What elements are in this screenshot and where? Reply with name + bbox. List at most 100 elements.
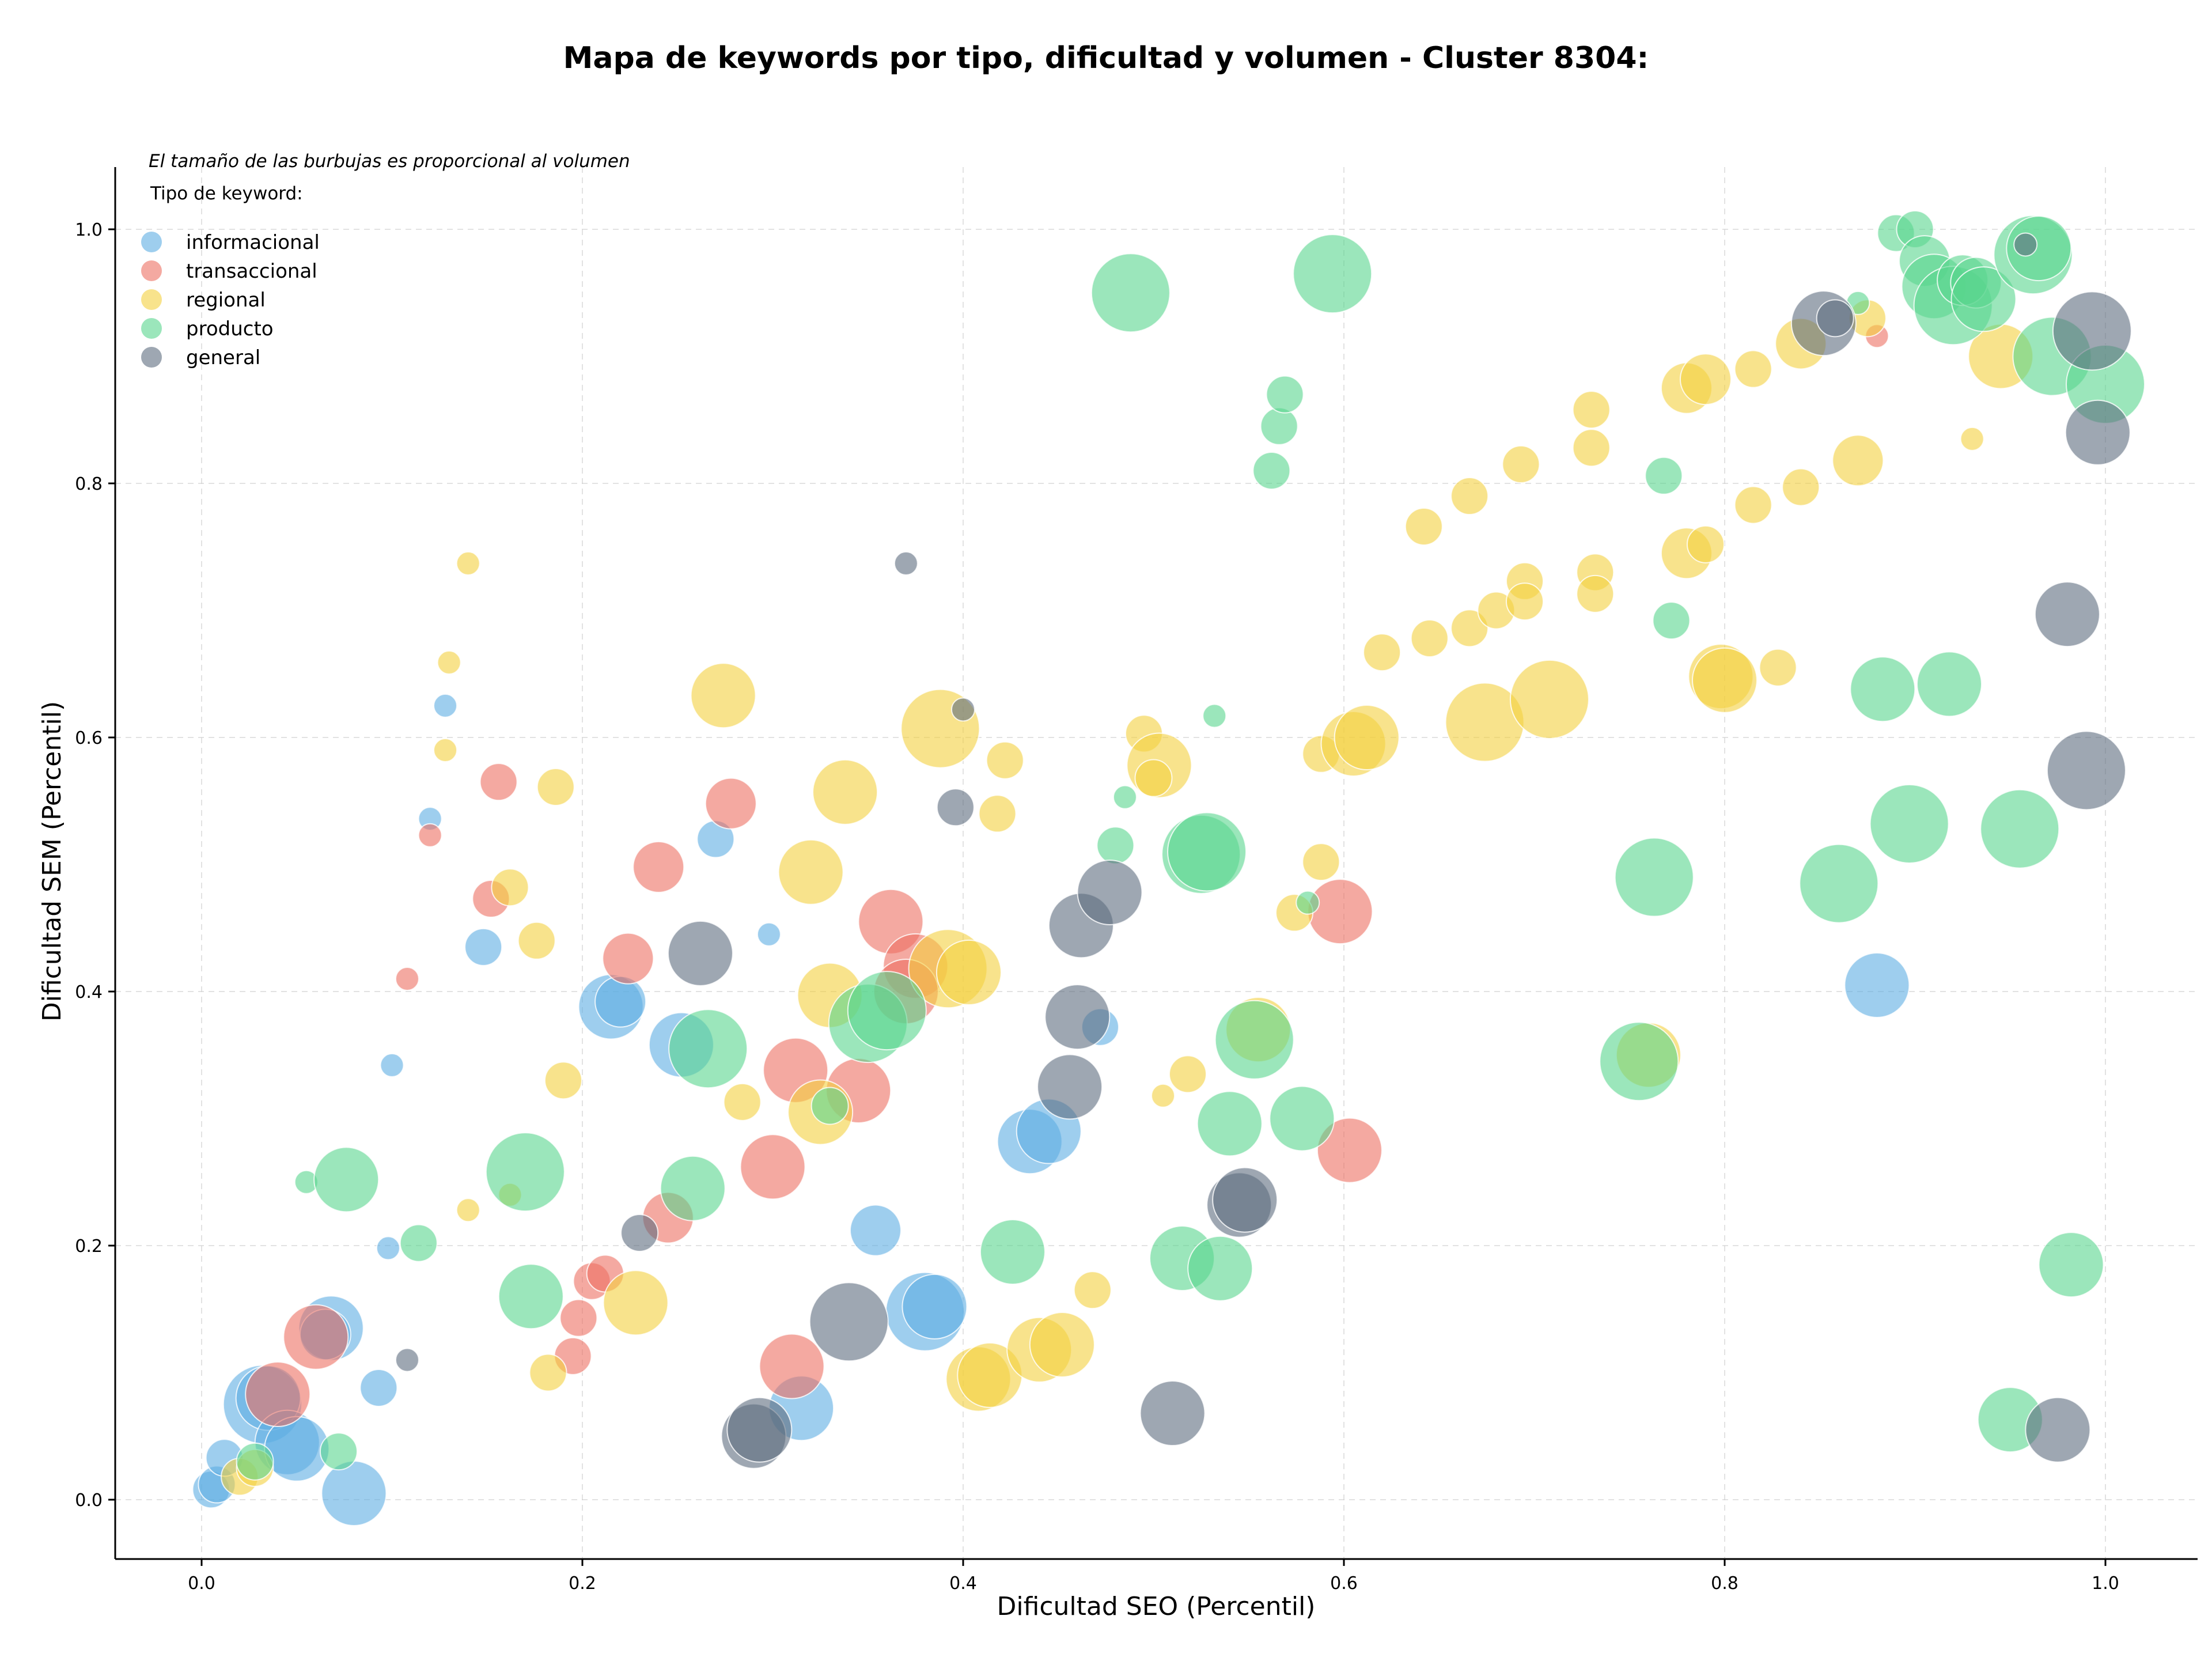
bubble-transaccional (559, 1299, 598, 1337)
bubble-regional (1363, 633, 1402, 672)
bubble-regional (1832, 434, 1884, 487)
bubble-producto (660, 1155, 726, 1221)
bubble-producto (1090, 253, 1171, 333)
bubble-regional (1134, 759, 1173, 797)
legend-entries: informacional transaccional regional produc… (141, 231, 320, 369)
bubble-regional (1759, 648, 1797, 687)
x-tick-label: 1.0 (2092, 1573, 2119, 1594)
bubble-regional (1505, 582, 1544, 621)
bubble-producto (1799, 843, 1879, 924)
bubble-producto (1950, 266, 2017, 332)
bubble-transaccional (602, 932, 654, 985)
bubble-regional (491, 868, 529, 907)
bubble-regional (812, 759, 878, 825)
bubble-informacional (594, 975, 647, 1028)
bubble-transaccional (740, 1134, 806, 1200)
bubble-producto (810, 1087, 849, 1125)
bubble-producto (313, 1147, 380, 1213)
bubble-regional (978, 794, 1017, 833)
bubble-informacional (849, 1204, 902, 1257)
bubble-regional (1151, 1083, 1176, 1108)
bubble-producto (485, 1132, 565, 1212)
bubble-producto (1916, 651, 1982, 717)
bubble-producto (1266, 375, 1304, 414)
bubble-general (2034, 581, 2100, 648)
legend: El tamaño de las burbujas es proporciona… (141, 151, 630, 369)
bubble-producto (1187, 1235, 1253, 1301)
bubble-producto (1112, 785, 1137, 809)
bubble-informacional (376, 1236, 400, 1261)
bubble-regional (603, 1270, 669, 1336)
bubble-producto (1645, 456, 1683, 495)
legend-label-producto: producto (186, 317, 274, 340)
bubble-general (1139, 1380, 1206, 1447)
bubble-regional (456, 1198, 480, 1223)
bubble-informacional (464, 928, 503, 966)
bubble-general (936, 788, 975, 827)
bubble-producto (668, 1009, 748, 1089)
legend-label-regional: regional (186, 289, 266, 312)
y-tick-label: 0.4 (75, 982, 103, 1002)
bubble-informacional (433, 693, 458, 718)
bubble-regional (986, 741, 1024, 780)
bubble-regional (778, 839, 844, 905)
axes (114, 167, 2198, 1560)
bubble-regional (1734, 350, 1772, 388)
legend-label-general: general (186, 346, 260, 369)
bubble-regional (1576, 574, 1615, 613)
bubble-transaccional (704, 777, 757, 830)
legend-marker-producto (141, 318, 162, 339)
bubble-producto (2038, 1232, 2104, 1298)
bubble-general (2025, 1397, 2091, 1463)
legend-label-informacional: informacional (186, 231, 320, 254)
bubble-producto (1096, 826, 1135, 865)
bubble-producto (1296, 890, 1320, 915)
legend-marker-informacional (141, 232, 162, 252)
bubble-informacional (359, 1368, 398, 1407)
bubble-producto (1260, 407, 1298, 445)
bubble-regional (1686, 525, 1725, 563)
bubble-regional (1679, 353, 1732, 406)
x-axis-label: Dificultad SEO (Percentil) (997, 1592, 1316, 1621)
bubble-regional (1692, 647, 1758, 713)
bubble-regional (1450, 609, 1489, 648)
bubble-regional (1502, 445, 1540, 483)
bubble-producto (1652, 601, 1691, 640)
bubble-general (667, 920, 733, 986)
bubble-regional (935, 939, 1002, 1005)
bubble-regional (456, 551, 480, 576)
bubble-regional (1960, 426, 1984, 451)
bubble-general (726, 1397, 793, 1463)
x-tick-label: 0.0 (188, 1573, 215, 1594)
bubble-regional (433, 738, 458, 763)
bubble-regional (1302, 843, 1340, 881)
bubble-producto (1614, 837, 1694, 917)
bubble-general (395, 1348, 419, 1372)
bubble-transaccional (283, 1304, 349, 1370)
x-tick-label: 0.4 (949, 1573, 977, 1594)
x-tick-label: 0.8 (1711, 1573, 1738, 1594)
legend-marker-general (141, 347, 162, 368)
legend-title: Tipo de keyword: (150, 183, 303, 204)
y-tick-label: 0.8 (75, 474, 103, 494)
bubble-general (809, 1282, 889, 1362)
bubble-informacional (380, 1053, 404, 1077)
bubble-general (1077, 860, 1143, 926)
bubble-regional (1410, 619, 1449, 658)
bubble-producto (1214, 1000, 1294, 1080)
bubble-regional (1734, 486, 1772, 524)
bubble-general (1044, 984, 1111, 1050)
bubble-regional (529, 1353, 567, 1392)
bubble-transaccional (1307, 879, 1373, 945)
bubble-general (951, 697, 975, 722)
bubble-transaccional (1316, 1117, 1382, 1183)
y-tick-label: 0.0 (75, 1490, 103, 1511)
bubble-producto (1202, 703, 1227, 728)
bubble-informacional (321, 1460, 387, 1526)
bubble-general (893, 551, 918, 576)
bubble-producto (1850, 656, 1916, 722)
bubble-regional (1168, 1055, 1207, 1094)
bubble-producto (1196, 1091, 1263, 1157)
bubble-producto (2006, 215, 2072, 282)
